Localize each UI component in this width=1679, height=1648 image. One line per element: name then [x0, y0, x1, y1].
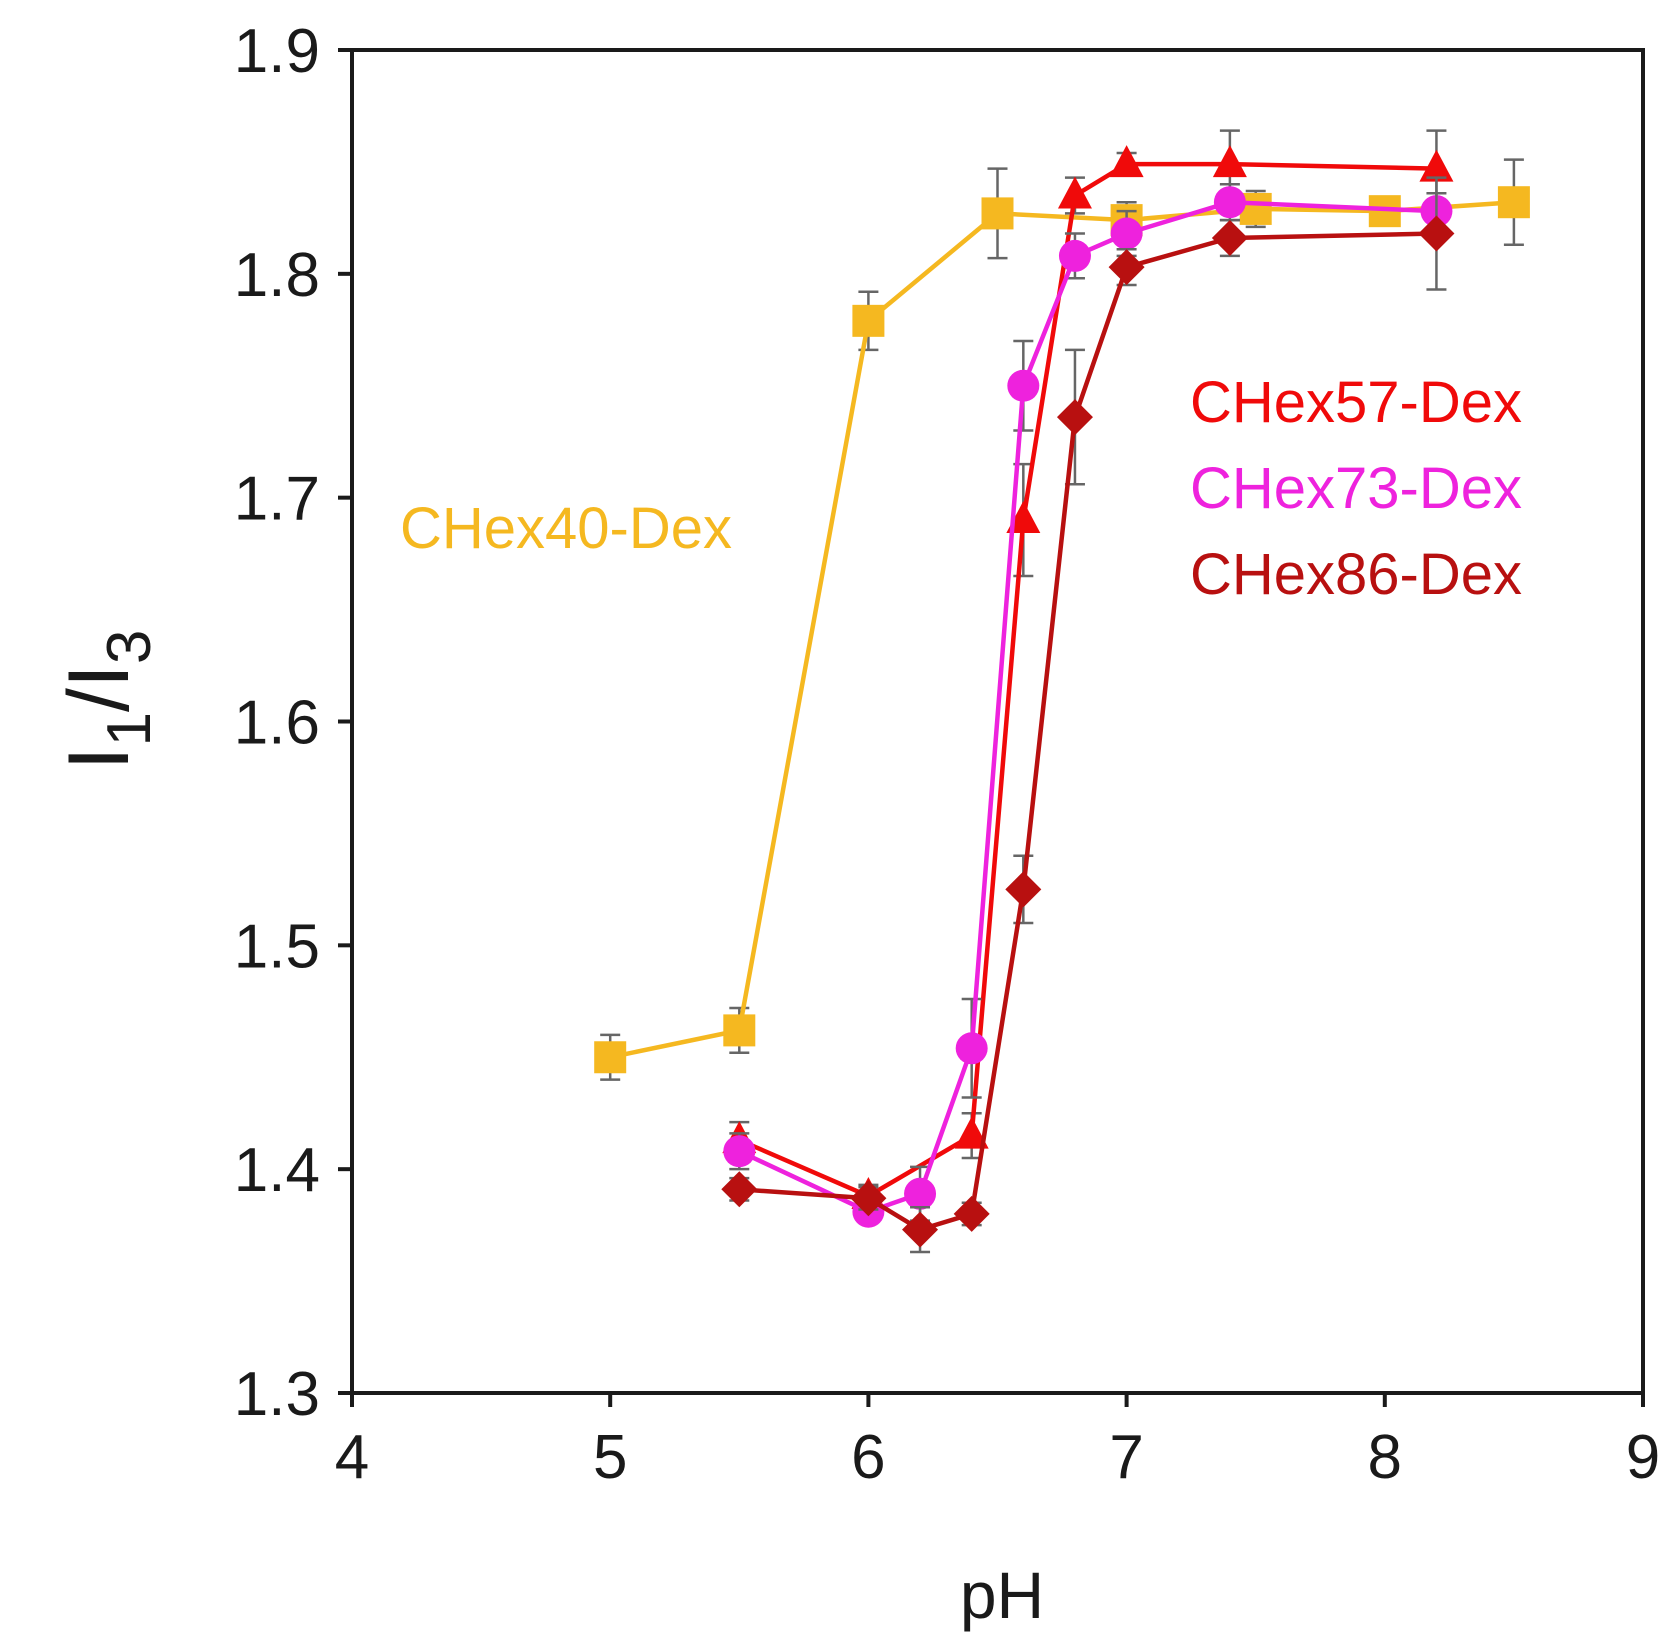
- data-point: [723, 1014, 756, 1047]
- data-point: [1211, 220, 1248, 257]
- x-tick-label: 6: [851, 1423, 885, 1492]
- data-point: [955, 1032, 988, 1065]
- series-line: [609, 199, 1515, 1060]
- label-layer: pH I1/I3 CHex40-Dex CHex57-Dex CHex73-De…: [51, 355, 1612, 1632]
- data-point: [904, 1177, 937, 1210]
- data-point: [1109, 145, 1144, 178]
- y-axis-title-sub2: 3: [95, 630, 164, 664]
- x-tick-label: 7: [1109, 1423, 1143, 1492]
- y-axis-title-main-2: I: [51, 664, 147, 688]
- data-point: [1213, 186, 1246, 219]
- data-point: [1005, 871, 1042, 908]
- data-point: [852, 304, 885, 337]
- x-tick-label: 5: [593, 1423, 627, 1492]
- series-chex86-dex: [721, 176, 1455, 1254]
- data-point: [902, 1211, 939, 1248]
- data-point: [1418, 215, 1455, 252]
- data-point: [850, 1180, 887, 1217]
- y-axis-title-sub1: 1: [95, 712, 164, 746]
- y-tick-label: 1.3: [234, 1360, 320, 1429]
- data-point: [1006, 501, 1041, 534]
- data-point: [1419, 149, 1454, 182]
- y-tick-label: 1.4: [234, 1136, 320, 1205]
- series-line: [738, 161, 1437, 1199]
- x-tick-label: 4: [335, 1423, 369, 1492]
- data-point: [1110, 217, 1143, 250]
- data-point: [723, 1135, 756, 1168]
- y-axis-title-main: I: [51, 746, 147, 770]
- y-tick-label: 1.6: [234, 689, 320, 758]
- x-axis-title: pH: [960, 1558, 1044, 1632]
- y-tick-label: 1.9: [234, 17, 320, 86]
- data-point: [953, 1195, 990, 1232]
- axes: 4 5 6 7 8 9 1.3 1.4 1.5 1.6 1.7 1.8 1.9: [234, 17, 1660, 1492]
- data-point: [981, 197, 1014, 230]
- data-point: [1108, 249, 1145, 286]
- y-axis-title-slash: /: [51, 688, 147, 712]
- data-point: [1212, 145, 1247, 178]
- y-axis-title: I1/I3: [51, 630, 164, 771]
- y-tick-label: 1.8: [234, 241, 320, 310]
- series-label-chex86: CHex86-Dex: [1190, 542, 1522, 607]
- series-label-chex40: CHex40-Dex: [400, 496, 732, 561]
- series-label-chex73: CHex73-Dex: [1190, 456, 1522, 521]
- data-point: [594, 1041, 627, 1074]
- series-label-chex57: CHex57-Dex: [1190, 370, 1522, 435]
- data-point: [1058, 239, 1091, 272]
- series-chex73-dex: [723, 183, 1453, 1228]
- data-point: [1056, 399, 1093, 436]
- y-tick-label: 1.5: [234, 912, 320, 981]
- data-point: [1057, 176, 1092, 209]
- series-layer: [594, 129, 1530, 1254]
- data-point: [1007, 369, 1040, 402]
- data-point: [721, 1171, 758, 1208]
- label-box: [1172, 355, 1612, 650]
- x-tick-label: 9: [1626, 1423, 1660, 1492]
- x-tick-label: 8: [1368, 1423, 1402, 1492]
- data-point: [954, 1116, 989, 1149]
- y-tick-label: 1.7: [234, 465, 320, 534]
- data-point: [1497, 186, 1530, 219]
